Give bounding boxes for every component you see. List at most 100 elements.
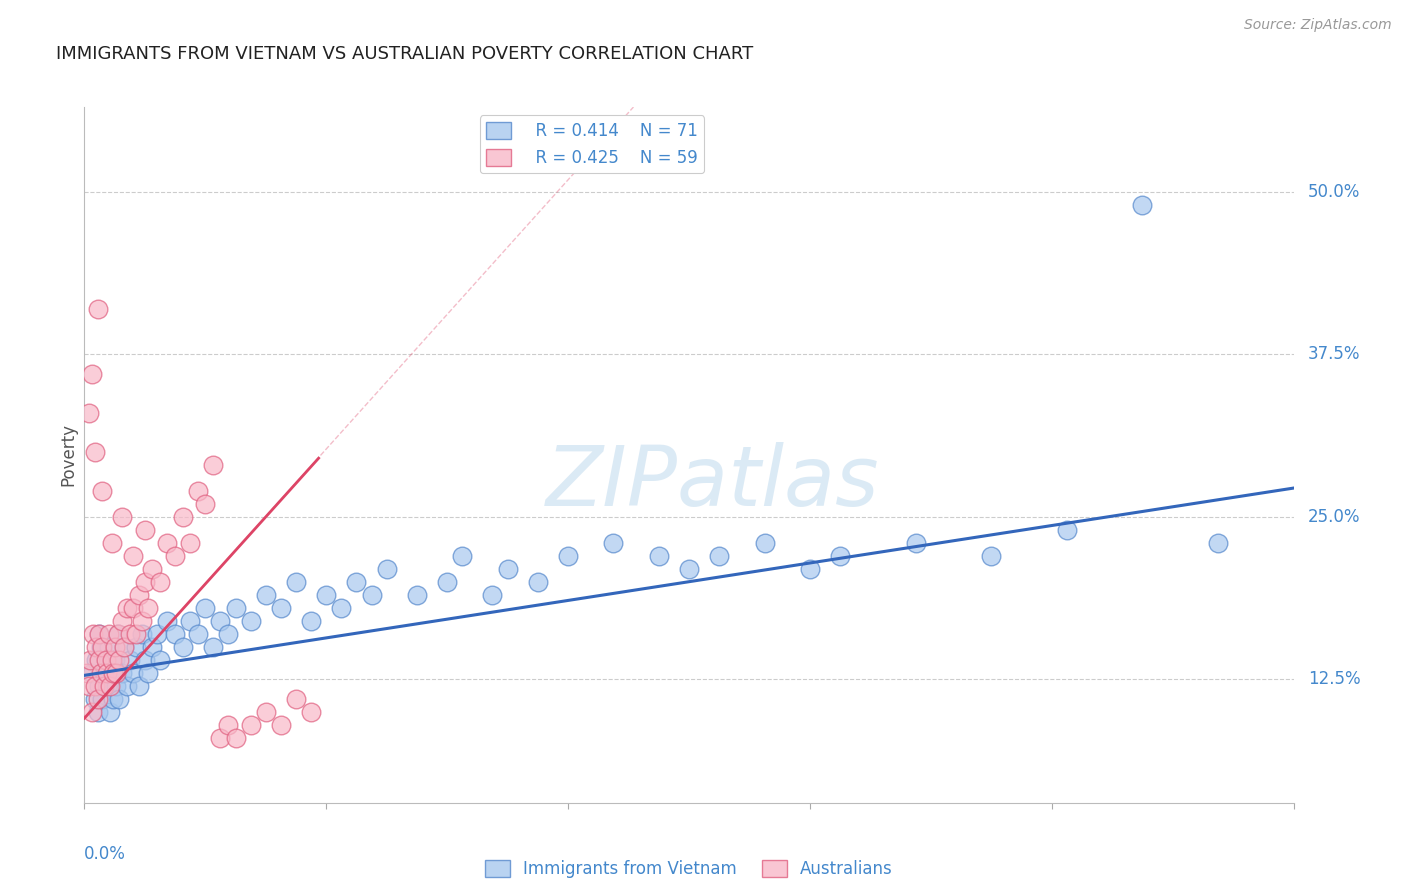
Point	[194, 600, 217, 615]
Point	[481, 588, 503, 602]
Point	[451, 549, 474, 563]
Point	[557, 549, 579, 563]
Point	[436, 574, 458, 589]
Point	[82, 626, 104, 640]
Point	[112, 640, 135, 654]
Point	[799, 562, 821, 576]
Point	[225, 600, 247, 615]
Point	[163, 549, 186, 563]
Point	[105, 665, 128, 680]
Point	[136, 665, 159, 680]
Point	[254, 705, 277, 719]
Point	[115, 679, 138, 693]
Point	[239, 614, 262, 628]
Point	[678, 562, 700, 576]
Point	[217, 626, 239, 640]
Point	[77, 679, 100, 693]
Point	[94, 653, 117, 667]
Point	[172, 509, 194, 524]
Point	[93, 665, 115, 680]
Point	[96, 679, 118, 693]
Point	[118, 653, 141, 667]
Point	[89, 653, 111, 667]
Point	[526, 574, 548, 589]
Text: IMMIGRANTS FROM VIETNAM VS AUSTRALIAN POVERTY CORRELATION CHART: IMMIGRANTS FROM VIETNAM VS AUSTRALIAN PO…	[56, 45, 754, 62]
Point	[97, 626, 120, 640]
Point	[107, 626, 129, 640]
Point	[360, 588, 382, 602]
Point	[84, 444, 107, 458]
Point	[201, 458, 224, 472]
Point	[108, 691, 131, 706]
Point	[86, 640, 108, 654]
Point	[108, 653, 131, 667]
Point	[86, 653, 108, 667]
Point	[84, 679, 107, 693]
Point	[121, 549, 143, 563]
Point	[315, 588, 337, 602]
Point	[194, 497, 217, 511]
Point	[128, 588, 150, 602]
Point	[172, 640, 194, 654]
Point	[602, 535, 624, 549]
Point	[134, 653, 156, 667]
Point	[101, 691, 124, 706]
Point	[125, 640, 148, 654]
Point	[101, 665, 124, 680]
Point	[104, 640, 127, 654]
Point	[76, 665, 98, 680]
Point	[299, 614, 322, 628]
Point	[284, 691, 308, 706]
Point	[90, 640, 112, 654]
Point	[904, 535, 927, 549]
Point	[201, 640, 224, 654]
Text: 50.0%: 50.0%	[1308, 183, 1361, 201]
Y-axis label: Poverty: Poverty	[59, 424, 77, 486]
Point	[90, 665, 112, 680]
Point	[111, 614, 134, 628]
Point	[131, 626, 153, 640]
Point	[111, 665, 134, 680]
Point	[270, 718, 292, 732]
Point	[209, 614, 232, 628]
Point	[93, 679, 115, 693]
Text: 0.0%: 0.0%	[84, 845, 127, 863]
Point	[156, 614, 179, 628]
Point	[239, 718, 262, 732]
Point	[754, 535, 776, 549]
Point	[209, 731, 232, 745]
Point	[89, 626, 111, 640]
Point	[77, 406, 100, 420]
Point	[91, 691, 114, 706]
Point	[1130, 197, 1153, 211]
Point	[97, 640, 120, 654]
Point	[89, 626, 111, 640]
Point	[134, 574, 156, 589]
Point	[91, 640, 114, 654]
Point	[141, 562, 163, 576]
Text: 12.5%: 12.5%	[1308, 670, 1361, 689]
Point	[111, 509, 134, 524]
Point	[87, 705, 110, 719]
Point	[80, 665, 103, 680]
Point	[105, 679, 128, 693]
Text: 37.5%: 37.5%	[1308, 345, 1361, 363]
Point	[121, 600, 143, 615]
Text: Source: ZipAtlas.com: Source: ZipAtlas.com	[1244, 18, 1392, 32]
Point	[98, 679, 121, 693]
Point	[80, 367, 103, 381]
Point	[96, 665, 118, 680]
Point	[217, 718, 239, 732]
Point	[709, 549, 731, 563]
Point	[84, 691, 107, 706]
Text: 25.0%: 25.0%	[1308, 508, 1361, 525]
Point	[1056, 523, 1078, 537]
Point	[830, 549, 852, 563]
Point	[104, 653, 127, 667]
Point	[179, 535, 201, 549]
Point	[375, 562, 398, 576]
Point	[121, 665, 143, 680]
Point	[270, 600, 292, 615]
Point	[299, 705, 322, 719]
Point	[87, 691, 110, 706]
